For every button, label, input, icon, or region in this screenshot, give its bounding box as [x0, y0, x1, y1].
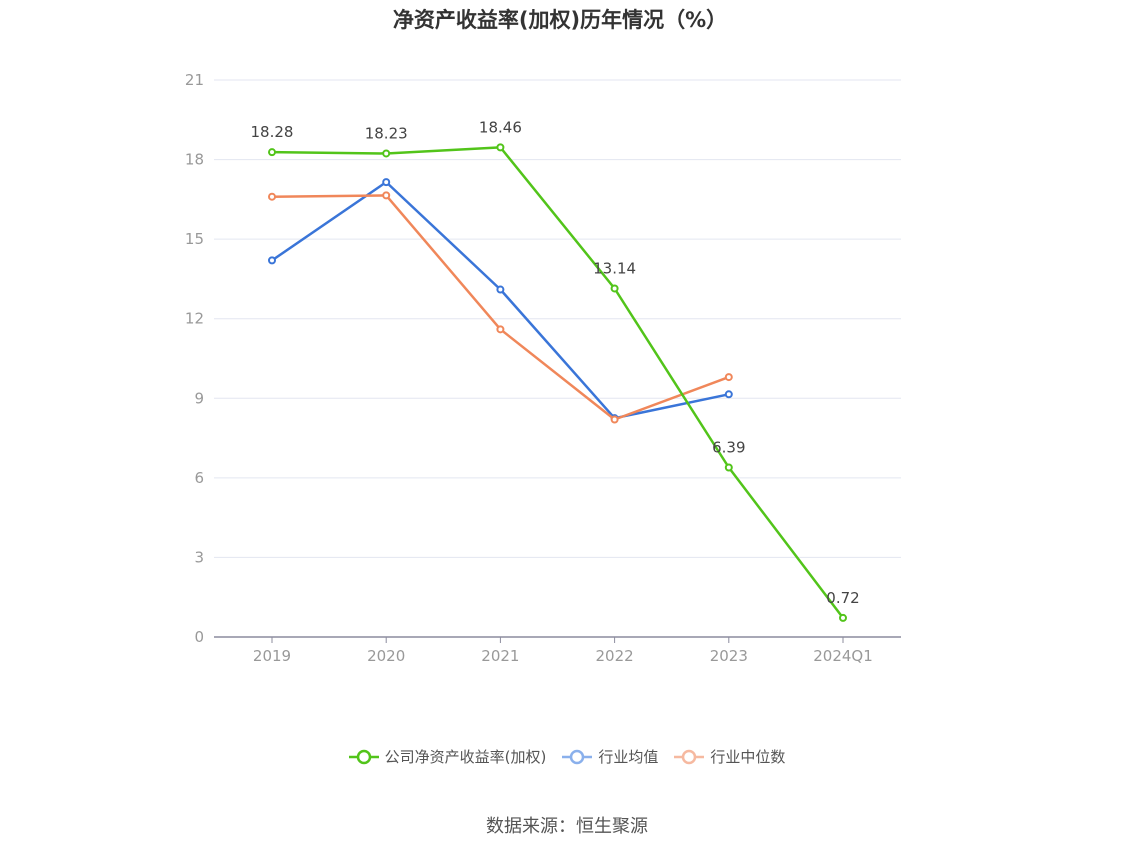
- x-tick-label: 2021: [481, 647, 519, 665]
- y-tick-label: 15: [185, 230, 204, 248]
- y-tick-label: 9: [194, 389, 204, 407]
- y-tick-label: 18: [185, 151, 204, 169]
- axis-layer: 0 3 6 9 12 15 18 21 2019 2020 2021 2022 2023 2024Q1: [185, 71, 901, 665]
- y-tick-label: 0: [194, 628, 204, 646]
- series-layer: [268, 143, 847, 622]
- legend-label: 行业中位数: [710, 748, 786, 766]
- data-point: [268, 256, 276, 265]
- data-point: [268, 192, 276, 201]
- data-point: [496, 325, 505, 334]
- data-point: [724, 373, 733, 382]
- legend-marker: [570, 749, 585, 764]
- x-tick-label: 2022: [596, 647, 634, 665]
- y-tick-label: 6: [194, 469, 204, 487]
- x-tick-label: 2023: [710, 647, 748, 665]
- series-line: [271, 194, 730, 421]
- data-point: [610, 415, 619, 424]
- legend-swatch-icon: [348, 749, 379, 764]
- legend: 公司净资产收益率(加权) 行业均值 行业中位数: [0, 746, 1134, 767]
- x-tick-label: 2019: [253, 647, 291, 665]
- grid-layer: [214, 79, 901, 558]
- data-point: [724, 390, 733, 399]
- legend-label: 行业均值: [598, 748, 659, 766]
- data-label: 0.72: [826, 589, 859, 607]
- data-point: [610, 284, 619, 293]
- legend-item[interactable]: 行业中位数: [674, 746, 785, 767]
- data-point: [496, 285, 505, 294]
- data-label: 18.28: [251, 123, 294, 141]
- data-point: [496, 143, 505, 152]
- legend-swatch-icon: [674, 749, 705, 764]
- data-point: [268, 148, 276, 157]
- data-point: [382, 178, 391, 187]
- legend-item[interactable]: 行业均值: [562, 746, 658, 767]
- legend-swatch-icon: [562, 749, 593, 764]
- series-line: [271, 146, 844, 619]
- legend-label: 公司净资产收益率(加权): [384, 748, 547, 766]
- data-source: 数据来源：恒生聚源: [486, 816, 648, 837]
- legend-marker: [682, 749, 697, 764]
- legend-marker: [356, 749, 371, 764]
- data-label: 13.14: [593, 259, 636, 277]
- y-tick-label: 12: [185, 310, 204, 328]
- y-tick-label: 3: [194, 548, 204, 566]
- chart-title: 净资产收益率(加权)历年情况（%）: [392, 8, 728, 32]
- series-line: [271, 180, 730, 420]
- data-point: [382, 149, 391, 158]
- data-label: 18.23: [365, 124, 408, 142]
- data-label: 6.39: [712, 439, 745, 457]
- x-tick-label: 2024Q1: [813, 647, 873, 665]
- data-point: [724, 463, 733, 472]
- legend-item[interactable]: 公司净资产收益率(加权): [348, 746, 547, 767]
- label-layer: 18.28 18.23 18.46 13.14 6.39 0.72: [251, 118, 860, 607]
- data-label: 18.46: [479, 118, 522, 136]
- y-tick-label: 21: [185, 71, 204, 89]
- data-point: [839, 613, 847, 622]
- x-tick-label: 2020: [367, 647, 405, 665]
- data-point: [382, 191, 391, 200]
